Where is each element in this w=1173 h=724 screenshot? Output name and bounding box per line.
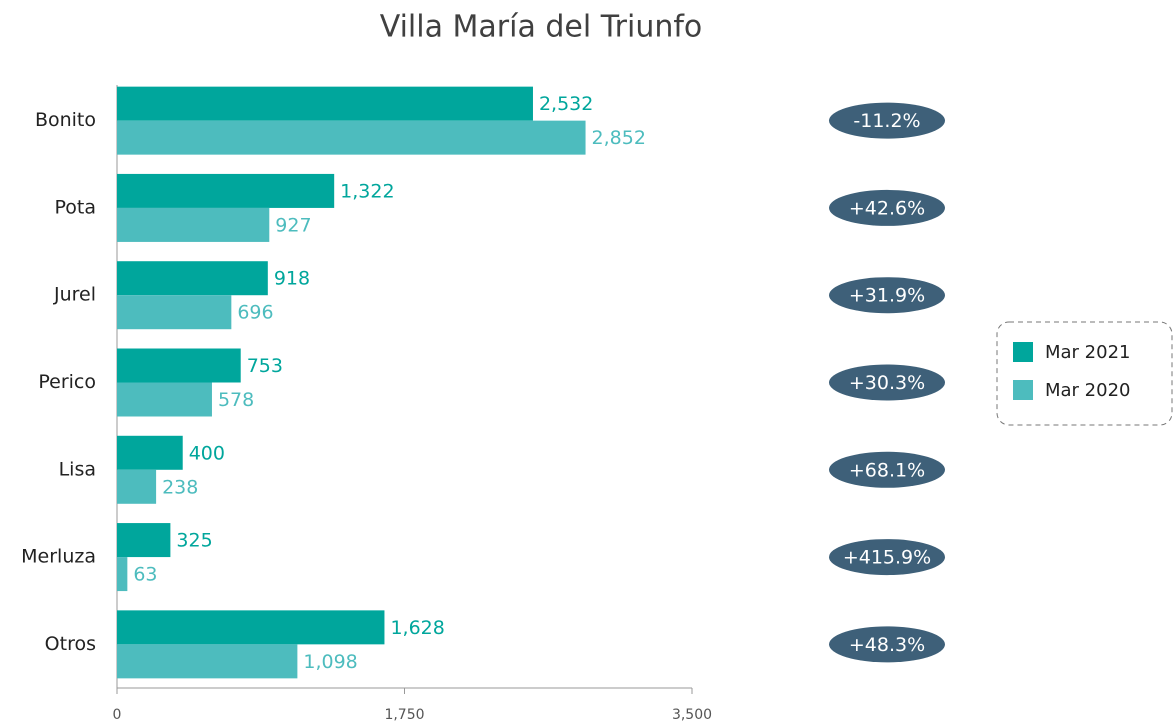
chart-title: Villa María del Triunfo: [380, 10, 703, 45]
legend-label: Mar 2020: [1045, 380, 1131, 401]
y-tick-label: Bonito: [35, 109, 96, 131]
legend-swatch: [1013, 342, 1033, 362]
bar: [117, 557, 128, 592]
value-label: 918: [274, 268, 310, 290]
bar: [117, 86, 533, 121]
value-label: 2,852: [592, 127, 646, 149]
bar: [117, 435, 183, 470]
y-tick-label: Merluza: [21, 546, 96, 568]
legend-label: Mar 2021: [1045, 342, 1131, 363]
change-label: +30.3%: [849, 372, 925, 394]
bar: [117, 207, 270, 242]
bar: [117, 120, 586, 155]
value-label: 325: [176, 530, 212, 552]
y-tick-label: Perico: [38, 371, 96, 393]
value-label: 400: [189, 442, 225, 464]
value-label: 1,628: [390, 617, 444, 639]
value-label: 696: [237, 302, 273, 324]
y-tick-label: Jurel: [53, 284, 96, 306]
bar: [117, 261, 268, 296]
bar: [117, 295, 232, 330]
change-label: -11.2%: [853, 110, 920, 132]
bar: [117, 382, 212, 417]
value-label: 753: [247, 355, 283, 377]
change-pill: [829, 277, 945, 314]
bar: [117, 523, 171, 558]
value-label: 1,322: [340, 180, 394, 202]
change-pill: [829, 626, 945, 663]
x-tick-label: 3,500: [672, 707, 712, 723]
change-pill: [829, 102, 945, 139]
bar: [117, 173, 335, 208]
value-label: 927: [275, 214, 311, 236]
bar: [117, 644, 298, 679]
change-label: +48.3%: [849, 634, 925, 656]
x-tick-label: 0: [113, 707, 122, 723]
change-pill: [829, 539, 945, 576]
legend-box: [996, 321, 1173, 426]
legend-swatch: [1013, 380, 1033, 400]
change-label: +42.6%: [849, 197, 925, 219]
x-tick-label: 1,750: [384, 707, 424, 723]
change-pill: [829, 189, 945, 226]
value-label: 63: [133, 564, 157, 586]
change-pill: [829, 364, 945, 401]
bar: [117, 610, 385, 645]
value-label: 1,098: [303, 651, 357, 673]
y-tick-label: Lisa: [59, 458, 96, 480]
bar: [117, 348, 241, 383]
change-label: +415.9%: [843, 547, 931, 569]
change-label: +31.9%: [849, 285, 925, 307]
change-pill: [829, 451, 945, 488]
value-label: 2,532: [539, 93, 593, 115]
change-label: +68.1%: [849, 459, 925, 481]
y-tick-label: Pota: [55, 196, 97, 218]
bar: [117, 469, 157, 504]
y-tick-label: Otros: [45, 633, 96, 655]
value-label: 238: [162, 476, 198, 498]
value-label: 578: [218, 389, 254, 411]
